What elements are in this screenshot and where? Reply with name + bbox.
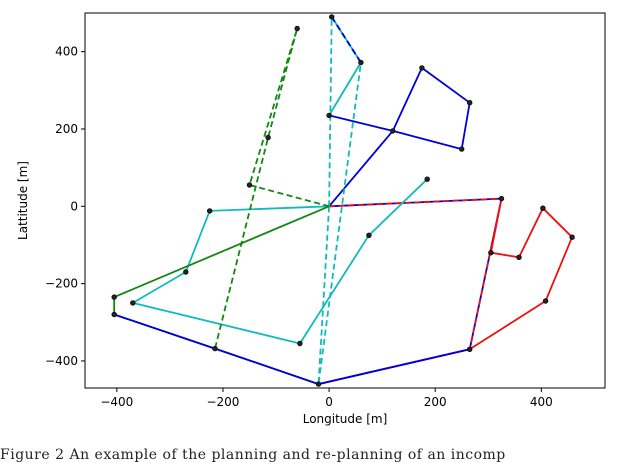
- x-axis-label: Longitude [m]: [303, 412, 388, 426]
- series-line-1: [318, 197, 503, 385]
- y-tick-label: 0: [70, 199, 78, 213]
- series-line-10: [214, 27, 330, 349]
- waypoint-marker: [569, 234, 575, 240]
- waypoint-marker: [419, 65, 425, 71]
- x-tick-label: −200: [206, 395, 239, 409]
- x-tick-label: 0: [325, 395, 333, 409]
- waypoint-marker: [315, 381, 322, 387]
- y-tick-label: 400: [55, 45, 78, 59]
- waypoint-marker: [390, 128, 396, 134]
- waypoint-marker: [366, 232, 372, 239]
- waypoint-marker: [467, 99, 473, 106]
- marker-layer: [111, 14, 575, 387]
- waypoint-marker: [207, 208, 213, 214]
- waypoint-marker: [326, 112, 332, 119]
- waypoint-marker: [265, 134, 271, 141]
- series-line-11: [113, 313, 470, 386]
- series-line-2: [318, 197, 503, 385]
- x-tick-label: 200: [424, 395, 447, 409]
- waypoint-marker: [516, 254, 522, 260]
- waypoint-marker: [498, 195, 505, 202]
- y-tick-label: −200: [45, 277, 78, 291]
- tick-layer: −400 −200 0 200 400 −400 −200 0 200 400: [45, 45, 553, 409]
- waypoint-marker: [130, 300, 136, 306]
- waypoint-marker: [294, 25, 300, 32]
- plot-frame: [84, 12, 606, 389]
- series-line-5: [328, 15, 362, 116]
- waypoint-marker: [297, 340, 303, 347]
- y-axis-label: Lattitude [m]: [16, 161, 30, 240]
- waypoint-marker: [459, 146, 465, 152]
- waypoint-marker: [358, 59, 364, 66]
- waypoint-marker: [467, 346, 473, 352]
- route-chart: −400 −200 0 200 400 −400 −200 0 200 400 Longitude…: [16, 12, 606, 426]
- waypoint-marker: [111, 294, 117, 300]
- series-line-6: [317, 206, 330, 385]
- waypoint-marker: [212, 345, 218, 352]
- waypoint-marker: [542, 298, 549, 304]
- x-tick-label: −400: [100, 395, 133, 409]
- waypoint-marker: [246, 182, 253, 188]
- y-tick-label: −400: [45, 354, 78, 368]
- waypoint-marker: [488, 250, 494, 256]
- waypoint-marker: [329, 14, 335, 20]
- waypoint-marker: [424, 176, 430, 182]
- waypoint-marker: [111, 311, 117, 318]
- waypoint-marker: [183, 269, 189, 275]
- waypoint-marker: [540, 205, 546, 211]
- x-tick-label: 400: [530, 395, 553, 409]
- figure-caption: Figure 2 An example of the planning and …: [0, 447, 506, 463]
- y-tick-label: 200: [55, 122, 78, 136]
